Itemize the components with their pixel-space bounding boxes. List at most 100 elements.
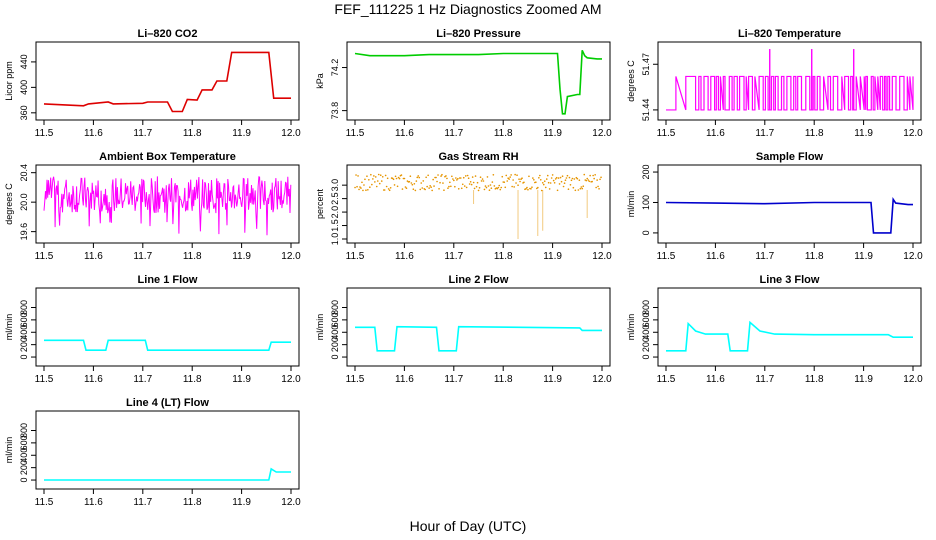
series-line <box>43 176 292 236</box>
panel-title: Line 2 Flow <box>449 274 509 286</box>
x-tick-label: 11.7 <box>444 374 463 385</box>
y-tick-label: 0 <box>19 355 29 360</box>
panel-frame <box>657 164 922 244</box>
x-tick-label: 11.9 <box>854 251 873 262</box>
y-tick-label: 360 <box>19 105 29 120</box>
x-tick-label: 12.0 <box>281 128 301 139</box>
panel-title: Line 3 Flow <box>760 274 820 286</box>
panel-frame <box>657 41 922 121</box>
chart-panel-3: Li–820 Temperature 11.5 11.6 11.7 11.8 11.9 12… <box>626 28 923 139</box>
x-tick-label: 11.5 <box>346 374 365 385</box>
chart-panel-1: Li–820 CO2 11.5 11.6 11.7 11.8 11.9 12.0 360 400… <box>4 28 301 139</box>
x-tick-label: 12.0 <box>903 128 923 139</box>
x-tick-label: 11.9 <box>543 374 562 385</box>
y-tick-label: 800 <box>19 423 29 438</box>
y-tick-label: 440 <box>19 54 29 69</box>
x-tick-label: 11.7 <box>133 251 152 262</box>
chart-panel-7: Line 1 Flow 11.5 11.6 11.7 11.8 11.9 12.0 0 2004… <box>4 274 301 385</box>
y-axis-label: Licor ppm <box>4 61 14 101</box>
x-tick-label: 12.0 <box>903 251 923 262</box>
x-tick-label: 12.0 <box>592 128 612 139</box>
x-tick-label: 12.0 <box>281 251 301 262</box>
panel-title: Line 1 Flow <box>138 274 198 286</box>
panel-frame <box>35 410 300 490</box>
panel-title: Sample Flow <box>756 151 824 163</box>
x-tick-label: 11.7 <box>755 128 774 139</box>
x-tick-label: 12.0 <box>903 374 923 385</box>
series-points <box>354 173 602 192</box>
x-tick-label: 11.9 <box>232 374 251 385</box>
series-line <box>665 197 913 234</box>
y-tick-label: 600 <box>19 312 29 327</box>
y-tick-label: 20.4 <box>19 164 29 182</box>
y-tick-label: 19.6 <box>19 223 29 241</box>
x-tick-label: 11.9 <box>232 128 251 139</box>
x-tick-label: 11.5 <box>35 251 54 262</box>
x-tick-label: 11.9 <box>232 497 251 508</box>
x-tick-label: 11.7 <box>755 374 774 385</box>
y-tick-label: 0 <box>19 478 29 483</box>
x-tick-label: 11.7 <box>444 128 463 139</box>
series-line <box>666 320 913 352</box>
x-tick-label: 11.7 <box>133 374 152 385</box>
chart-panel-8: Line 2 Flow 11.5 11.6 11.7 11.8 11.9 12.0 0 2004… <box>315 274 612 385</box>
chart-panel-6: Sample Flow 11.5 11.6 11.7 11.8 11.9 12.0 0 100 2… <box>626 151 923 262</box>
panel-title: Li–820 Pressure <box>436 28 520 40</box>
chart-panel-9: Line 3 Flow 11.5 11.6 11.7 11.8 11.9 12.0 0 2004… <box>626 274 923 385</box>
x-tick-label: 11.6 <box>395 128 414 139</box>
y-tick-label: 200 <box>641 337 651 352</box>
y-tick-label: 200 <box>19 460 29 475</box>
chart-panel-10: Line 4 (LT) Flow 11.5 11.6 11.7 11.8 11.9 12.0… <box>4 397 301 508</box>
y-tick-label: 0 <box>330 355 340 360</box>
panel-frame <box>346 164 611 244</box>
x-tick-label: 11.8 <box>805 374 824 385</box>
y-axis-label: percent <box>315 188 325 219</box>
x-tick-label: 11.7 <box>133 497 152 508</box>
x-tick-label: 12.0 <box>592 251 612 262</box>
x-tick-label: 11.5 <box>35 497 54 508</box>
x-tick-label: 11.8 <box>805 251 824 262</box>
series-line <box>44 339 291 352</box>
x-tick-label: 11.5 <box>657 374 676 385</box>
x-tick-label: 11.6 <box>84 374 103 385</box>
y-axis-label: ml/min <box>4 437 14 464</box>
series-line <box>354 49 602 115</box>
x-tick-label: 11.9 <box>543 128 562 139</box>
x-tick-label: 11.5 <box>657 128 676 139</box>
x-tick-label: 12.0 <box>281 374 301 385</box>
x-tick-label: 11.6 <box>395 251 414 262</box>
panel-title: Li–820 CO2 <box>138 28 198 40</box>
y-tick-label: 51.44 <box>641 99 651 122</box>
x-tick-label: 11.5 <box>346 251 365 262</box>
x-tick-label: 11.6 <box>395 374 414 385</box>
x-tick-label: 12.0 <box>281 497 301 508</box>
y-tick-label: 600 <box>330 312 340 327</box>
x-tick-label: 11.6 <box>706 128 725 139</box>
chart-panel-4: Ambient Box Temperature 11.5 11.6 11.7 11.8 1… <box>4 151 301 262</box>
y-axis-label: ml/min <box>315 314 325 341</box>
panel-title: Ambient Box Temperature <box>99 151 236 163</box>
chart-panel-2: Li–820 Pressure 11.5 11.6 11.7 11.8 11.9 12.0 7… <box>315 28 612 139</box>
x-tick-label: 11.6 <box>706 374 725 385</box>
x-tick-label: 11.6 <box>84 251 103 262</box>
panel-frame <box>346 287 611 367</box>
y-tick-label: 2.0 <box>330 206 340 219</box>
y-tick-label: 600 <box>641 312 651 327</box>
y-tick-label: 2.5 <box>330 192 340 205</box>
x-tick-label: 11.8 <box>494 374 513 385</box>
y-tick-label: 100 <box>641 195 651 210</box>
y-axis-label: kPa <box>315 73 325 89</box>
y-tick-label: 0 <box>641 230 651 235</box>
x-tick-label: 11.5 <box>35 374 54 385</box>
y-tick-label: 600 <box>19 435 29 450</box>
series-line <box>43 51 291 113</box>
x-tick-label: 11.8 <box>183 251 202 262</box>
y-axis-label: degrees C <box>4 183 14 225</box>
x-tick-label: 11.7 <box>133 128 152 139</box>
y-tick-label: 73.8 <box>330 102 340 120</box>
y-tick-label: 51.47 <box>641 53 651 76</box>
x-tick-label: 12.0 <box>592 374 612 385</box>
x-tick-label: 11.9 <box>854 374 873 385</box>
y-tick-label: 800 <box>330 300 340 315</box>
panel-frame <box>346 41 611 121</box>
